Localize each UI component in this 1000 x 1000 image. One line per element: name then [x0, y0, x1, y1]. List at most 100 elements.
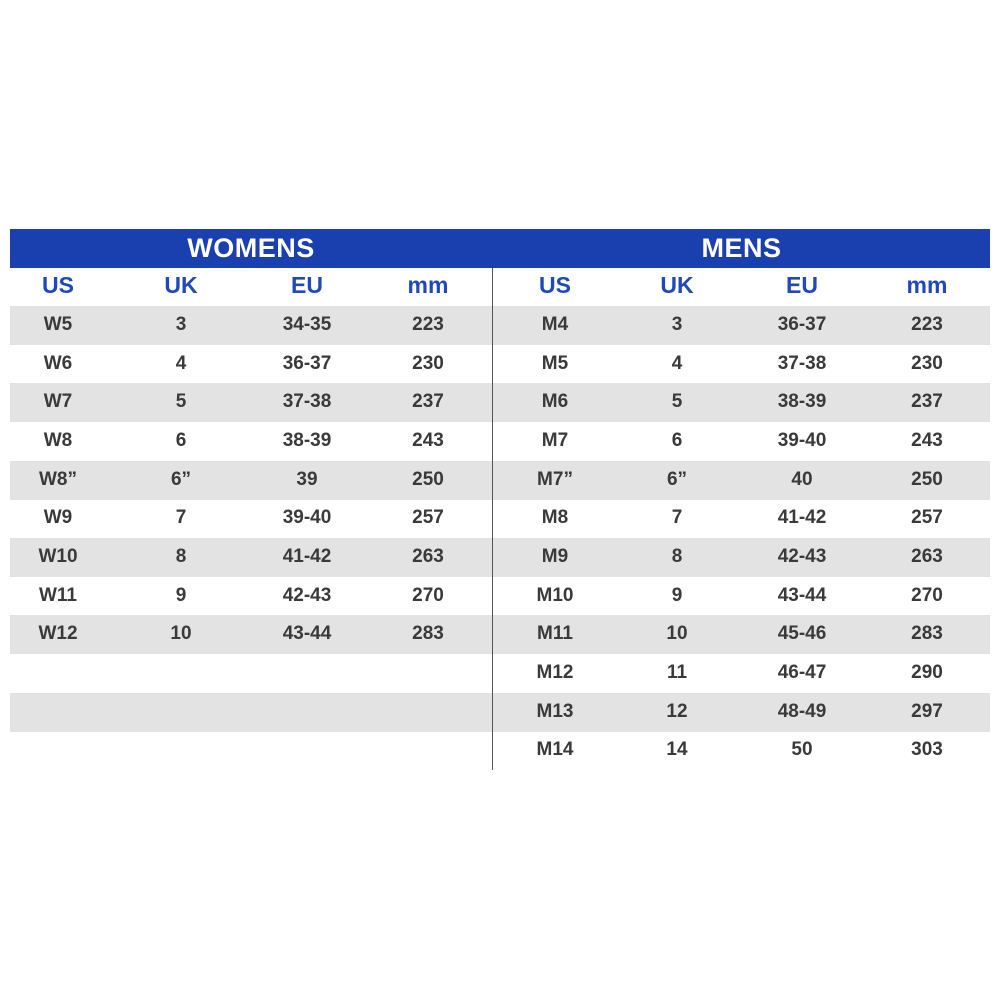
table-cell: 39-40: [777, 430, 827, 451]
table-cell: 4: [175, 352, 187, 374]
row-band: [10, 383, 990, 423]
table-cell: 223: [911, 314, 943, 335]
table-cell: W11: [38, 584, 78, 606]
table-cell: 270: [911, 584, 943, 606]
table-cell: M11: [537, 623, 573, 645]
column-header: US: [42, 272, 74, 298]
table-cell: 263: [911, 546, 943, 568]
table-cell: M7: [541, 430, 569, 451]
table-cell: 14: [666, 739, 688, 761]
table-cell: 39-40: [282, 507, 332, 529]
table-cell: 250: [412, 468, 444, 490]
table-cell: 283: [412, 623, 444, 645]
table-cell: 230: [911, 352, 943, 374]
table-cell: W12: [38, 623, 78, 645]
table-cell: W8”: [39, 468, 77, 490]
table-cell: 237: [911, 391, 943, 413]
row-band: [10, 692, 990, 732]
table-cell: 41-42: [282, 546, 332, 568]
table-cell: 6”: [666, 468, 688, 490]
table-cell: W10: [38, 546, 78, 568]
row-band: [10, 460, 990, 500]
column-header: US: [539, 272, 571, 298]
column-header: mm: [906, 272, 948, 298]
table-cell: 12: [666, 700, 688, 722]
table-cell: 43-44: [777, 584, 827, 606]
table-cell: M9: [541, 546, 569, 568]
divider: [492, 268, 493, 770]
table-cell: W8: [43, 430, 73, 451]
table-cell: 42-43: [282, 584, 332, 606]
table-cell: 39: [296, 468, 318, 490]
table-cell: 283: [911, 623, 943, 645]
table-cell: 10: [666, 623, 688, 645]
table-cell: 38-39: [282, 430, 332, 451]
table-cell: 250: [911, 468, 943, 490]
table-cell: W9: [43, 507, 73, 529]
table-cell: 3: [175, 314, 187, 335]
table-cell: 303: [911, 739, 943, 761]
table-cell: 11: [666, 662, 688, 684]
row-band: [10, 615, 990, 655]
table-cell: M4: [541, 314, 569, 335]
table-cell: 263: [412, 546, 444, 568]
table-cell: W5: [43, 314, 73, 335]
table-cell: 40: [791, 468, 813, 490]
table-cell: 257: [911, 507, 943, 529]
table-cell: 46-47: [777, 662, 827, 684]
table-cell: 5: [671, 391, 683, 413]
table-cell: 34-35: [282, 314, 332, 335]
table-cell: M5: [541, 352, 569, 374]
table-cell: 237: [412, 391, 444, 413]
column-header: UK: [660, 272, 694, 298]
table-cell: 36-37: [777, 314, 827, 335]
table-cell: 4: [671, 352, 683, 374]
column-header: UK: [164, 272, 198, 298]
table-cell: 290: [911, 662, 943, 684]
table-cell: 37-38: [282, 391, 332, 413]
row-band: [10, 538, 990, 578]
table-cell: 5: [175, 391, 187, 413]
table-cell: 41-42: [777, 507, 827, 529]
table-cell: 3: [671, 314, 683, 335]
table-cell: 270: [412, 584, 444, 606]
column-header: EU: [786, 272, 818, 298]
table-cell: 223: [412, 314, 444, 335]
table-cell: 8: [671, 546, 683, 568]
column-header: EU: [291, 272, 323, 298]
table-cell: 43-44: [282, 623, 332, 645]
table-cell: 6”: [170, 468, 192, 490]
table-cell: 6: [671, 430, 683, 451]
section-title: WOMENS: [187, 233, 315, 263]
table-cell: 9: [175, 584, 187, 606]
table-cell: W6: [43, 352, 73, 374]
table-cell: M7”: [537, 468, 573, 490]
table-cell: 9: [671, 584, 683, 606]
table-cell: 7: [671, 507, 683, 529]
table-cell: 38-39: [777, 391, 827, 413]
table-cell: 297: [911, 700, 943, 722]
header-bar: [10, 229, 990, 268]
table-cell: 230: [412, 352, 444, 374]
section-title: MENS: [701, 233, 782, 263]
table-cell: M12: [536, 662, 574, 684]
table-cell: 243: [911, 430, 943, 451]
table-cell: M8: [541, 507, 569, 529]
table-cell: M10: [536, 584, 574, 606]
row-band: [10, 306, 990, 345]
table-cell: 10: [170, 623, 192, 645]
table-cell: 45-46: [777, 623, 827, 645]
table-cell: 257: [412, 507, 444, 529]
table-cell: 243: [412, 430, 444, 451]
table-cell: 48-49: [777, 700, 827, 722]
table-cell: 42-43: [777, 546, 827, 568]
column-header: mm: [407, 272, 449, 298]
table-cell: M6: [541, 391, 569, 413]
table-cell: 6: [175, 430, 187, 451]
table-cell: M13: [536, 700, 574, 722]
table-cell: 37-38: [777, 352, 827, 374]
table-cell: 50: [791, 739, 813, 761]
table-cell: 7: [175, 507, 187, 529]
table-cell: M14: [536, 739, 574, 761]
